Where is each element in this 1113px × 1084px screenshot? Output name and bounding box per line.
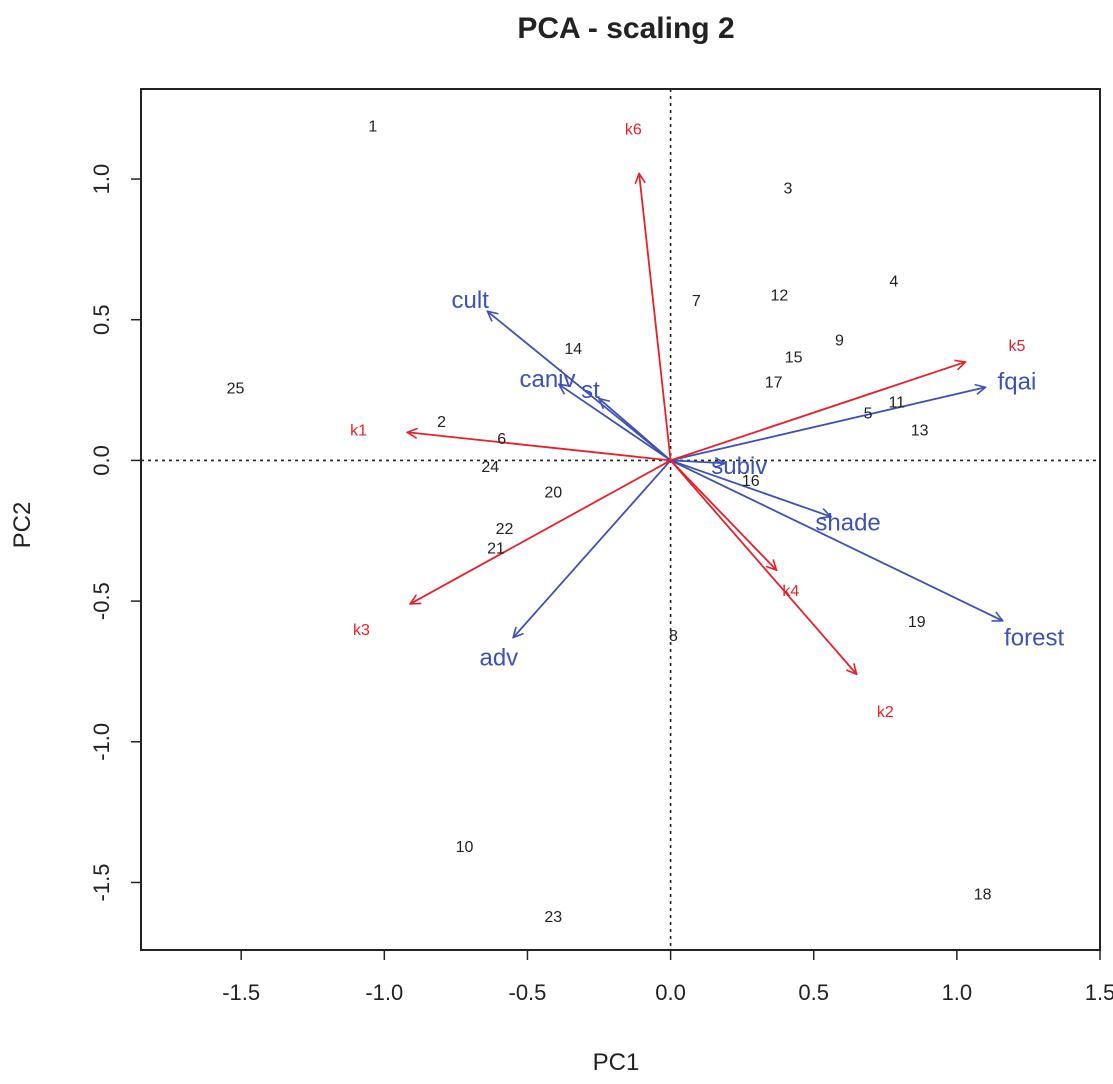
site-label-12: 12 [770, 287, 788, 304]
x-axis-label: PC1 [593, 1049, 640, 1076]
site-label-9: 9 [835, 332, 844, 349]
explanatory-arrow-caniv [559, 384, 672, 462]
y-tick-label: -0.5 [89, 582, 114, 620]
x-tick-label: 1.5 [1085, 980, 1113, 1005]
response-arrow-k4 [669, 459, 777, 570]
response-arrow-k2 [669, 459, 857, 674]
explanatory-label-cult: cult [452, 287, 490, 314]
site-label-7: 7 [692, 293, 701, 310]
response-label-k5: k5 [1009, 338, 1026, 355]
site-label-1: 1 [368, 119, 377, 136]
site-label-3: 3 [784, 180, 793, 197]
site-label-8: 8 [669, 628, 678, 645]
response-label-k1: k1 [350, 422, 367, 439]
explanatory-arrow-forest [670, 459, 1003, 620]
response-arrow-k1 [407, 432, 671, 462]
site-label-22: 22 [496, 521, 514, 538]
y-tick-label: -1.5 [89, 864, 114, 902]
site-label-2: 2 [437, 414, 446, 431]
response-arrow-k6 [639, 173, 672, 461]
response-label-k3: k3 [353, 622, 370, 639]
response-arrow-k5 [670, 362, 966, 462]
response-arrow-k3 [410, 459, 672, 603]
site-label-20: 20 [544, 484, 562, 501]
site-label-15: 15 [785, 349, 803, 366]
y-tick-label: 0.0 [89, 445, 114, 476]
explanatory-arrow-st [599, 399, 672, 462]
x-tick-label: 1.0 [942, 980, 973, 1005]
site-label-17: 17 [765, 375, 783, 392]
site-label-5: 5 [864, 406, 873, 423]
site-label-4: 4 [889, 273, 898, 290]
response-label-k6: k6 [625, 121, 642, 138]
explanatory-arrow-fqai [670, 387, 986, 462]
chart-title: PCA - scaling 2 [517, 12, 734, 45]
explanatory-arrow-subiv [670, 460, 725, 463]
x-tick-label: -0.5 [509, 980, 547, 1005]
site-label-13: 13 [911, 422, 929, 439]
explanatory-label-st: st [581, 377, 600, 404]
response-label-k2: k2 [877, 704, 894, 721]
site-label-10: 10 [456, 839, 474, 856]
site-label-24: 24 [481, 459, 499, 476]
plot-area: -1.5 -1.0 -0.5 0.0 0.5 1.0 1.5 -1.5 -1.0 -0.5 0.0 0… [89, 88, 1113, 1005]
site-label-25: 25 [227, 380, 245, 397]
site-label-16: 16 [742, 473, 760, 490]
plot-frame [140, 88, 1101, 951]
y-axis-label: PC2 [9, 502, 36, 549]
y-tick-label: 1.0 [89, 164, 114, 195]
explanatory-label-shade: shade [815, 509, 880, 536]
x-tick-label: 0.0 [655, 980, 686, 1005]
explanatory-label-subiv: subiv [711, 453, 767, 480]
explanatory-label-fqai: fqai [998, 369, 1037, 396]
explanatory-arrow-shade [670, 459, 831, 516]
site-label-11: 11 [888, 394, 905, 411]
y-tick-label: 0.5 [89, 304, 114, 335]
site-label-21: 21 [487, 541, 505, 558]
explanatory-label-forest: forest [1004, 625, 1064, 652]
explanatory-label-adv: adv [479, 644, 518, 671]
x-tick-label: -1.5 [222, 980, 260, 1005]
explanatory-arrow-adv [513, 459, 672, 637]
x-tick-label: 0.5 [798, 980, 829, 1005]
response-label-k4: k4 [782, 583, 799, 600]
site-label-18: 18 [974, 887, 992, 904]
explanatory-arrow-cult [487, 311, 672, 462]
explanatory-label-caniv: caniv [519, 366, 575, 393]
y-tick-label: -1.0 [89, 723, 114, 761]
site-label-6: 6 [497, 431, 506, 448]
site-label-23: 23 [544, 909, 562, 926]
x-tick-label: -1.0 [365, 980, 403, 1005]
site-label-14: 14 [564, 341, 582, 358]
site-label-19: 19 [908, 614, 926, 631]
